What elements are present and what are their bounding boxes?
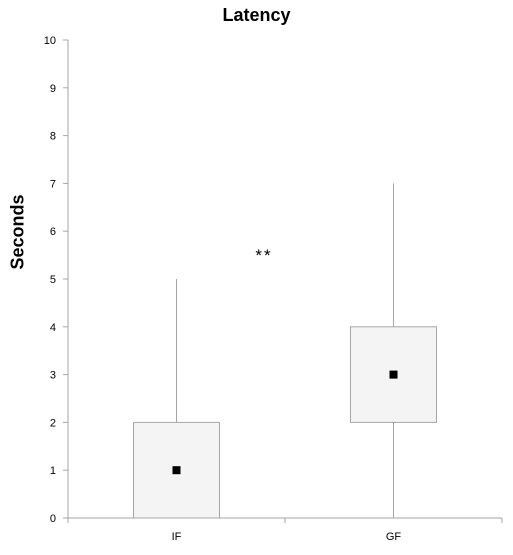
y-tick-label: 3 [50, 370, 56, 382]
y-tick-label: 0 [50, 513, 56, 525]
median-marker-if [172, 466, 181, 475]
significance-annotation: ** [255, 246, 273, 265]
x-tick-label: IF [172, 531, 182, 543]
median-marker-gf [389, 370, 398, 379]
y-axis-label: Seconds [7, 194, 28, 270]
y-tick-label: 9 [50, 83, 56, 95]
y-tick-label: 10 [44, 35, 56, 47]
y-tick-label: 7 [50, 178, 56, 190]
y-tick-label: 1 [50, 465, 56, 477]
y-tick-label: 5 [50, 274, 56, 286]
y-tick-label: 8 [50, 131, 56, 143]
y-tick-label: 6 [50, 226, 56, 238]
x-tick-label: GF [386, 531, 402, 543]
y-tick-label: 4 [50, 322, 56, 334]
y-tick-label: 2 [50, 417, 56, 429]
chart-title: Latency [222, 5, 291, 25]
